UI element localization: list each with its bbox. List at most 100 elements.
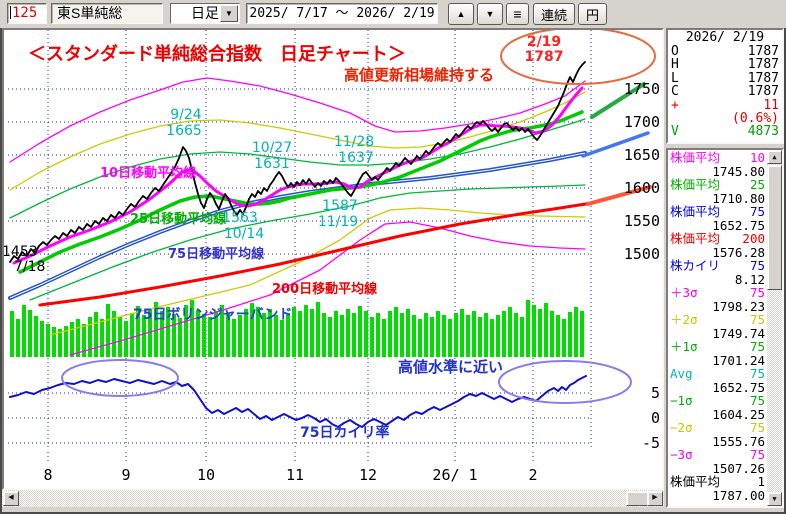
x-axis-label: 2 <box>528 466 537 484</box>
peak-date-label: 2/19 <box>527 34 561 50</box>
low-1119-date: 11/19 <box>318 214 358 230</box>
scroll-left-icon[interactable]: ◀ <box>3 491 19 506</box>
scroll-down-button[interactable]: ▼ <box>477 3 503 25</box>
date-range-field[interactable]: 2025/ 7/17 ～ 2026/ 2/19 <box>246 3 438 24</box>
y-axis-label: 1700 <box>624 113 660 131</box>
high-1128-date: 11/28 <box>334 134 374 150</box>
oscillator-axis-label: 5 <box>651 384 660 402</box>
scroll-up-button[interactable]: ▲ <box>448 3 474 25</box>
quote-row: H 1787 <box>671 57 779 73</box>
vscroll-thumb[interactable] <box>767 165 782 290</box>
indicator-item: −1σ 75 1604.25 <box>670 393 765 422</box>
vertical-scrollbar[interactable]: ▲ ▼ <box>767 150 782 506</box>
indicator-list: 株価平均 10 1745.80 株価平均 25 1710.80 株価平均 75 1652.75 株… <box>669 151 766 502</box>
chevron-down-icon[interactable]: ▼ <box>220 5 238 22</box>
ma10-label: 10日移動平均線 <box>100 165 197 181</box>
quote-row: C 1787 <box>671 84 779 100</box>
series-ma75 <box>8 151 587 300</box>
continuous-button[interactable]: 連続 <box>533 3 575 25</box>
series-bb-minus2 <box>49 207 586 336</box>
annotation-kairi: 高値水準に近い <box>398 358 503 376</box>
scroll-right-icon[interactable]: ▶ <box>647 491 663 506</box>
y-axis-label: 1500 <box>624 245 660 263</box>
high-1027-date: 10/27 <box>252 140 292 156</box>
quote-box: 2026/ 2/19 O 1787 H 1787 L 1787 C 1787 +11 (0.6%)… <box>666 28 784 144</box>
series-kairi75 <box>9 375 587 428</box>
indicator-item: 株価平均 200 1576.28 <box>670 231 765 260</box>
series-bb-plus1 <box>9 118 586 219</box>
oscillator-axis-label: 0 <box>651 409 660 427</box>
indicator-item: 株カイリ 75 8.12 <box>670 258 765 287</box>
highlight-ellipse-kairi-right <box>498 360 632 404</box>
peak-price-label: 1787 <box>525 49 564 65</box>
trend-blue <box>581 131 650 158</box>
series-ma10 <box>12 86 584 265</box>
high-1128-price: 1637 <box>338 150 374 166</box>
indicator-item: −3σ 75 1507.26 <box>670 447 765 476</box>
quote-row: (0.6%) <box>732 110 779 126</box>
y-axis-label: 1650 <box>624 146 660 164</box>
indicator-item: Avg 75 1652.75 <box>670 366 765 395</box>
x-axis-label: 12 <box>359 466 377 484</box>
series-bb-minus3 <box>69 221 586 356</box>
low-0718-date: 7/18 <box>14 259 45 275</box>
quote-row: L 1787 <box>671 70 779 86</box>
timeframe-select[interactable]: 日足 ▼ <box>170 3 240 24</box>
indicator-box: 株価平均 10 1745.80 株価平均 25 1710.80 株価平均 75 1652.75 株… <box>666 148 784 508</box>
symbol-name-field[interactable]: 東S単純総 <box>51 3 163 24</box>
y-axis-label: 1750 <box>624 80 660 98</box>
x-axis-label: 8 <box>43 466 52 484</box>
x-axis-label: 10 <box>197 466 215 484</box>
series-bb-plus3 <box>9 77 586 163</box>
trend-red <box>586 185 652 206</box>
trend-green <box>590 82 646 119</box>
series-price <box>9 61 586 263</box>
chart-canvas[interactable]: 1750 1700 1650 1600 1550 1500 5 0 -5 8 9 10 11 12 26/ … <box>2 28 664 490</box>
x-axis-label: 11 <box>286 466 304 484</box>
indicator-item: ＋2σ 75 1749.74 <box>670 312 765 341</box>
indicator-item: −2σ 75 1555.76 <box>670 420 765 449</box>
indicator-item: ＋1σ 75 1701.24 <box>670 339 765 368</box>
ma75-label: 75日移動平均線 <box>168 246 265 262</box>
chart-title: ＜スタンダード単純総合指数 日足チャート＞ <box>28 43 406 65</box>
kairi-label: 75日カイリ率 <box>300 424 389 441</box>
vscroll-up-icon[interactable]: ▲ <box>767 150 782 164</box>
low-1119-price: 1587 <box>322 198 358 214</box>
low-0718-price: 1453 <box>4 244 38 260</box>
hscroll-thumb[interactable] <box>626 491 648 506</box>
code-input[interactable]: 125 <box>7 3 47 24</box>
quote-row: +11 <box>671 97 779 113</box>
vscroll-down-icon[interactable]: ▼ <box>767 492 782 506</box>
ma25-label: 25日移動平均線 <box>130 211 227 227</box>
horizontal-scrollbar[interactable]: ◀ ▶ <box>2 490 664 507</box>
x-axis-label: 9 <box>121 466 130 484</box>
toolbar: 125 東S単純総 日足 ▼ 2025/ 7/17 ～ 2026/ 2/19 ▲… <box>0 0 786 28</box>
series-bb-plus2 <box>9 91 586 191</box>
series-ma200 <box>38 201 594 307</box>
low-1014-date: 10/14 <box>224 226 264 242</box>
text-cursor <box>10 6 11 19</box>
highlight-ellipse-peak <box>500 30 656 85</box>
series-bb-minus1 <box>29 184 586 301</box>
annotation-top: 高値更新相場維持する <box>344 66 494 84</box>
oscillator-axis-label: -5 <box>642 434 660 452</box>
menu-icon[interactable]: ≡ <box>506 3 529 25</box>
yen-button[interactable]: 円 <box>578 3 607 25</box>
series-ma75-core <box>9 152 586 299</box>
quote-row: V 4873 <box>671 124 779 140</box>
indicator-item: 株価平均 10 1745.80 <box>670 150 765 179</box>
low-1014-price: 1563 <box>222 210 258 226</box>
indicator-item: 株価平均 25 1710.80 <box>670 177 765 206</box>
high-1027-price: 1631 <box>254 156 290 172</box>
ma200-label: 200日移動平均線 <box>272 281 378 297</box>
indicator-item: 株価平均 1 1787.00 <box>670 474 765 503</box>
indicator-item: 株価平均 75 1652.75 <box>670 204 765 233</box>
right-panel: 2026/ 2/19 O 1787 H 1787 L 1787 C 1787 +11 (0.6%)… <box>666 28 784 510</box>
quote-date: 2026/ 2/19 <box>685 30 765 45</box>
quote-row: O 1787 <box>671 44 779 59</box>
x-axis-label: 26/ 1 <box>432 466 477 484</box>
bollinger-bars-label: 75日ボリンジャーバンド <box>133 307 292 323</box>
indicator-item: ＋3σ 75 1798.23 <box>670 285 765 314</box>
y-axis-label: 1600 <box>624 179 660 197</box>
